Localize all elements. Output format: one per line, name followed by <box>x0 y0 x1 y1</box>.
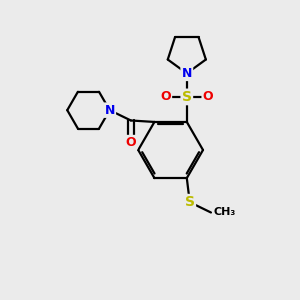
Text: CH₃: CH₃ <box>213 208 236 218</box>
Text: S: S <box>185 195 195 209</box>
Text: O: O <box>203 90 213 104</box>
Text: N: N <box>182 67 192 80</box>
Text: O: O <box>160 90 171 104</box>
Text: S: S <box>182 90 192 104</box>
Text: N: N <box>104 104 115 117</box>
Text: O: O <box>125 136 136 149</box>
